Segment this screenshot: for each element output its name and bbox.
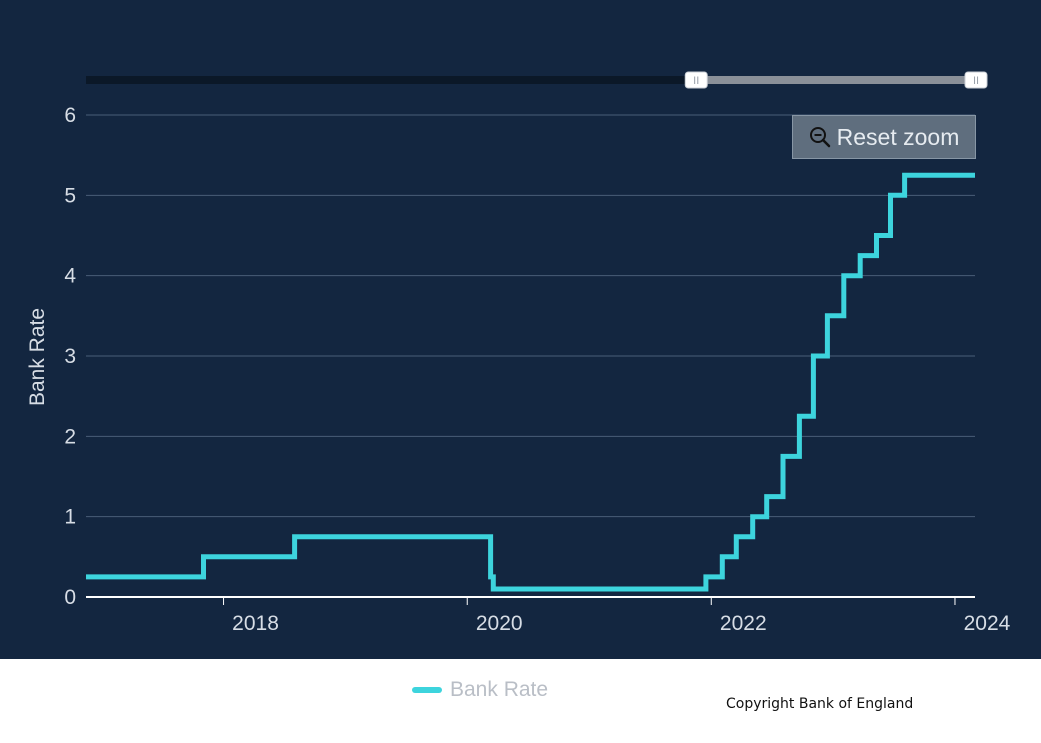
range-navigator[interactable]: II II [86,71,988,89]
y-tick-label: 3 [64,345,76,368]
y-tick-label: 0 [64,586,76,609]
navigator-handle-grip: II [693,75,699,87]
zoom-out-icon [809,127,830,148]
y-tick-label: 4 [64,265,76,288]
series-line-bank-rate [86,172,975,592]
navigator-handle-grip: II [973,75,979,87]
x-tick-label: 2018 [232,612,279,635]
y-tick-label: 1 [64,506,76,529]
navigator-handle-right[interactable]: II [964,71,988,89]
series-group [86,172,975,592]
legend-swatch [412,687,442,693]
x-tick-label: 2024 [964,612,1011,635]
y-tick-label: 5 [64,184,76,207]
reset-zoom-label: Reset zoom [836,123,960,150]
y-tick-label: 2 [64,425,76,448]
y-tick-label: 6 [64,104,76,127]
y-axis: 0 1 2 3 4 5 6 [64,104,76,609]
x-axis: 2018 2020 2022 2024 [86,596,1011,635]
legend-label: Bank Rate [450,678,549,701]
x-tick-label: 2022 [720,612,767,635]
reset-zoom-button[interactable]: Reset zoom [792,115,976,159]
copyright-notice: Copyright Bank of England [726,696,914,712]
x-tick-label: 2020 [476,612,523,635]
legend-item-bank-rate[interactable]: Bank Rate [412,678,548,702]
navigator-handle-left[interactable]: II [684,71,708,89]
y-axis-title: Bank Rate [26,308,49,406]
bank-rate-chart: II II 0 1 2 3 4 5 6 2018 2020 2022 2024 Bank Rate [26,71,1011,635]
navigator-selection[interactable] [696,76,976,84]
navigator-track[interactable] [86,76,987,84]
